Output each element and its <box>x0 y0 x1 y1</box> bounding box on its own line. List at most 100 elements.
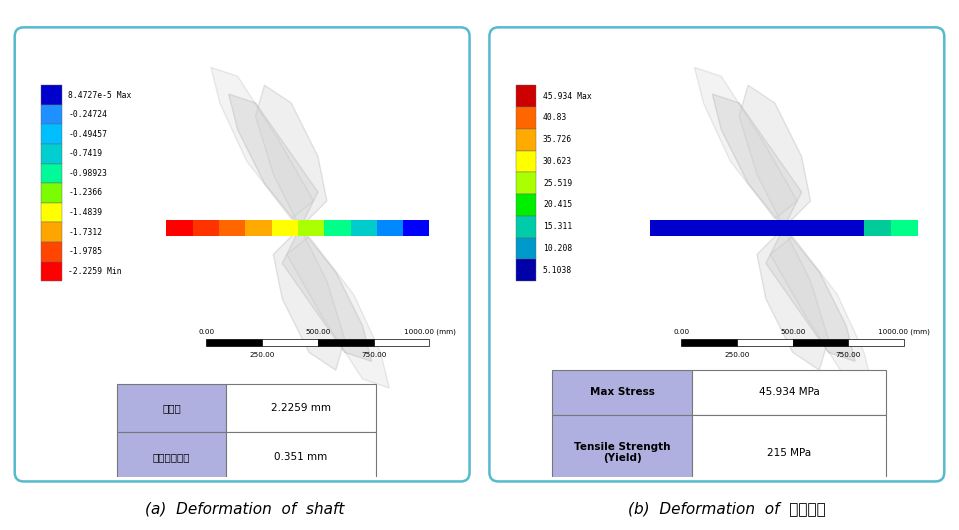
Bar <box>350 220 377 236</box>
Bar <box>262 339 318 346</box>
Text: -0.49457: -0.49457 <box>68 130 107 139</box>
Bar <box>551 414 692 490</box>
Polygon shape <box>229 94 318 228</box>
FancyBboxPatch shape <box>41 203 61 223</box>
Bar <box>226 384 376 432</box>
FancyBboxPatch shape <box>41 125 61 144</box>
Text: 45.934 MPa: 45.934 MPa <box>759 387 820 398</box>
Text: 20.415: 20.415 <box>543 200 573 209</box>
Bar <box>226 432 376 481</box>
Text: -1.7312: -1.7312 <box>68 228 103 236</box>
Polygon shape <box>766 228 855 361</box>
Text: 250.00: 250.00 <box>724 352 750 358</box>
Text: 750.00: 750.00 <box>361 352 386 358</box>
Text: 25.519: 25.519 <box>543 179 573 188</box>
Text: 215 MPa: 215 MPa <box>767 447 811 457</box>
FancyBboxPatch shape <box>516 151 536 172</box>
Text: 치집률기준치: 치집률기준치 <box>152 452 190 462</box>
FancyBboxPatch shape <box>516 129 536 151</box>
Bar <box>219 220 246 236</box>
Bar <box>891 220 918 236</box>
Polygon shape <box>713 94 802 228</box>
Bar <box>271 220 298 236</box>
Polygon shape <box>770 236 873 388</box>
Bar <box>551 370 692 414</box>
Text: 5.1038: 5.1038 <box>543 266 573 275</box>
Bar <box>650 220 677 236</box>
Text: -1.9785: -1.9785 <box>68 247 103 256</box>
Bar <box>864 220 891 236</box>
Text: 15.311: 15.311 <box>543 222 573 231</box>
FancyBboxPatch shape <box>516 216 536 237</box>
Text: -0.98923: -0.98923 <box>68 169 107 178</box>
FancyBboxPatch shape <box>516 194 536 216</box>
Bar <box>692 414 886 490</box>
Text: 1000.00 (mm): 1000.00 (mm) <box>878 329 930 335</box>
Text: 250.00: 250.00 <box>249 352 275 358</box>
Bar <box>784 220 810 236</box>
Text: -0.7419: -0.7419 <box>68 149 103 158</box>
Bar <box>677 220 704 236</box>
Bar <box>810 220 837 236</box>
Text: 10.208: 10.208 <box>543 244 573 253</box>
Text: 35.726: 35.726 <box>543 135 573 144</box>
Text: 0.00: 0.00 <box>199 329 215 335</box>
Text: 45.934 Max: 45.934 Max <box>543 92 592 101</box>
Text: 500.00: 500.00 <box>305 329 331 335</box>
Bar <box>117 384 226 432</box>
Polygon shape <box>694 67 797 219</box>
Bar <box>403 220 430 236</box>
FancyBboxPatch shape <box>516 237 536 259</box>
FancyBboxPatch shape <box>14 28 470 481</box>
Polygon shape <box>273 228 344 370</box>
Text: Tensile Strength
(Yield): Tensile Strength (Yield) <box>573 441 670 463</box>
FancyBboxPatch shape <box>41 85 61 105</box>
FancyBboxPatch shape <box>516 172 536 194</box>
Bar <box>704 220 730 236</box>
Text: 치집량: 치집량 <box>162 403 181 413</box>
Bar <box>849 339 904 346</box>
Text: 1000.00 (mm): 1000.00 (mm) <box>404 329 456 335</box>
Bar <box>681 339 737 346</box>
Text: (a)  Deformation  of  shaft: (a) Deformation of shaft <box>145 501 344 516</box>
Bar <box>374 339 430 346</box>
Bar <box>166 220 193 236</box>
Bar <box>692 370 886 414</box>
Bar <box>377 220 403 236</box>
Bar <box>757 220 784 236</box>
FancyBboxPatch shape <box>41 164 61 183</box>
Text: 0.351 mm: 0.351 mm <box>274 452 328 462</box>
FancyBboxPatch shape <box>516 107 536 129</box>
FancyBboxPatch shape <box>516 85 536 107</box>
Text: Max Stress: Max Stress <box>590 387 655 398</box>
Bar <box>837 220 864 236</box>
Text: 2.2259 mm: 2.2259 mm <box>271 403 331 413</box>
Bar <box>737 339 793 346</box>
Bar <box>730 220 757 236</box>
Polygon shape <box>287 236 389 388</box>
FancyBboxPatch shape <box>41 223 61 242</box>
Bar <box>298 220 324 236</box>
Bar <box>246 220 271 236</box>
Polygon shape <box>282 228 371 361</box>
Bar <box>117 432 226 481</box>
Bar <box>318 339 374 346</box>
FancyBboxPatch shape <box>489 28 945 481</box>
FancyBboxPatch shape <box>41 144 61 164</box>
FancyBboxPatch shape <box>41 261 61 281</box>
Bar <box>324 220 350 236</box>
Polygon shape <box>255 85 327 228</box>
Polygon shape <box>757 228 829 370</box>
FancyBboxPatch shape <box>41 242 61 261</box>
Bar <box>193 220 219 236</box>
FancyBboxPatch shape <box>41 105 61 125</box>
Text: -2.2259 Min: -2.2259 Min <box>68 267 122 276</box>
Bar <box>206 339 262 346</box>
Text: -1.4839: -1.4839 <box>68 208 103 217</box>
Text: 500.00: 500.00 <box>780 329 806 335</box>
Polygon shape <box>211 67 314 219</box>
FancyBboxPatch shape <box>41 183 61 203</box>
Text: 750.00: 750.00 <box>835 352 861 358</box>
FancyBboxPatch shape <box>516 259 536 281</box>
Text: 0.00: 0.00 <box>673 329 690 335</box>
